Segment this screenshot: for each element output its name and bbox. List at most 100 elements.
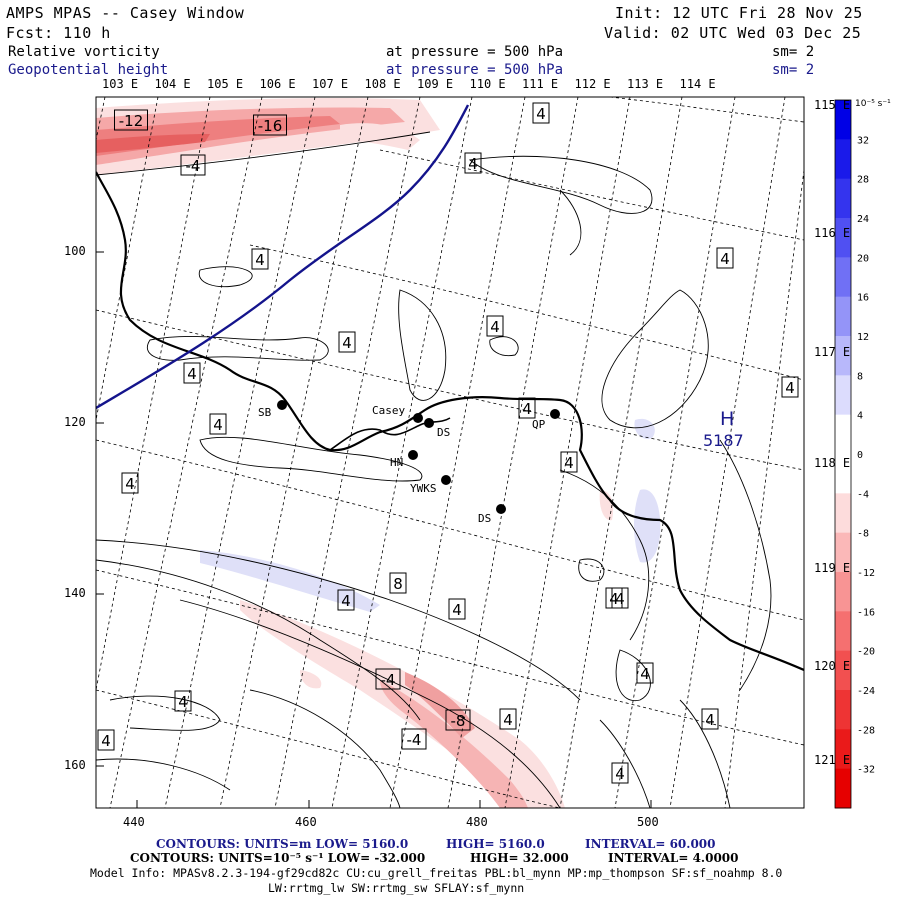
contour-label-box <box>448 598 466 620</box>
colorbar-cell <box>835 611 851 652</box>
colorbar-cell <box>835 650 851 691</box>
station-marker <box>277 400 287 410</box>
station-label: Casey <box>372 404 405 417</box>
vorticity-shading <box>96 97 661 808</box>
contour-label: 4 <box>564 454 574 472</box>
footer-model-info: Model Info: MPASv8.2.3-194-gf29cd82c CU:… <box>90 866 783 880</box>
station-label: SB <box>258 406 272 419</box>
contour-label-box <box>560 451 578 473</box>
colorbar-tick-label: 28 <box>857 175 869 186</box>
stations <box>277 400 560 514</box>
colorbar-cell <box>835 414 851 455</box>
contour-label: 4 <box>503 711 513 729</box>
colorbar-cell <box>835 139 851 180</box>
lon-label-right: 120 E <box>814 659 851 673</box>
sm1-label: sm= 2 <box>772 44 815 60</box>
footer-height-interval: INTERVAL= 60.000 <box>585 837 716 851</box>
colorbar-tick-label: 0 <box>857 450 863 461</box>
contour-label-box <box>180 154 206 176</box>
colorbar-unit: 10⁻⁵ s⁻¹ <box>855 99 891 109</box>
contour-label: -4 <box>186 157 201 175</box>
lon-label-top: 103 E <box>102 77 139 91</box>
contour-label-box <box>174 690 192 712</box>
colorbar-tick-label: -12 <box>857 568 875 579</box>
lon-label-top: 112 E <box>574 77 611 91</box>
contour-label: -12 <box>119 112 144 130</box>
footer-vort-contours: CONTOURS: UNITS=10⁻⁵ s⁻¹ LOW= -32.000 <box>130 851 426 865</box>
footer-height-high: HIGH= 5160.0 <box>446 837 545 851</box>
station-marker <box>550 409 560 419</box>
footer-model-info2: LW:rrtmg_lw SW:rrtmg_sw SFLAY:sf_mynn <box>268 881 525 895</box>
contour-label-box <box>209 413 227 435</box>
forecast-hour: Fcst: 110 h <box>6 24 111 42</box>
colorbar-tick-label: 24 <box>857 214 869 225</box>
contour-label: 4 <box>522 400 532 418</box>
colorbar-cell <box>835 178 851 219</box>
lon-label-top: 110 E <box>469 77 506 91</box>
contour-label-box <box>636 662 654 684</box>
contour-label: 4 <box>468 155 478 173</box>
height-contour-5160 <box>96 104 470 410</box>
contour-label-box <box>114 109 148 131</box>
contour-label: 4 <box>490 318 500 336</box>
y-tick-label: 100 <box>64 244 86 258</box>
station-label: HN <box>390 456 403 469</box>
high-pressure-letter: H <box>720 408 734 430</box>
contour-label: 4 <box>609 590 619 608</box>
station-marker <box>496 504 506 514</box>
station-marker <box>408 450 418 460</box>
contour-label: 4 <box>615 590 625 608</box>
colorbar-tick-label: -32 <box>857 765 875 776</box>
contour-label: 4 <box>705 711 715 729</box>
contour-label-box <box>518 397 536 419</box>
sm2-label: sm= 2 <box>772 62 815 78</box>
contour-label: 4 <box>720 250 730 268</box>
lon-label-top: 107 E <box>312 77 349 91</box>
colorbar-border <box>834 99 852 809</box>
colorbar-tick-label: 16 <box>857 293 869 304</box>
contour-label-box <box>97 729 115 751</box>
colorbar-cell <box>835 572 851 612</box>
colorbar-cell <box>835 375 851 416</box>
lon-label-top: 111 E <box>522 77 559 91</box>
contour-label-box <box>716 247 734 269</box>
x-tick-label: 500 <box>637 815 659 829</box>
contour-label: 4 <box>255 251 265 269</box>
station-labels: SB Casey DS HN YWKS DS QP <box>258 404 546 525</box>
field2-label: Geopotential height <box>8 62 169 78</box>
contour-label-box <box>605 587 623 609</box>
station-label: DS <box>437 426 450 439</box>
station-label: YWKS <box>410 482 437 495</box>
contour-label: -4 <box>407 731 422 749</box>
contour-label: -4 <box>381 671 396 689</box>
y-tick-label: 120 <box>64 415 86 429</box>
coastline-inlet <box>329 417 451 451</box>
footer-vort-interval: INTERVAL= 4.0000 <box>608 851 739 865</box>
colorbar-tick-label: -28 <box>857 725 875 736</box>
contour-label-box <box>781 376 799 398</box>
contour-label: 4 <box>785 379 795 397</box>
lon-label-top: 106 E <box>259 77 296 91</box>
lon-label-top: 105 E <box>207 77 244 91</box>
colorbar-cell <box>835 690 851 730</box>
lon-label-right: 118 E <box>814 456 851 470</box>
colorbar-cell <box>835 218 851 258</box>
contour-label-box <box>338 331 356 353</box>
pressure2-label: at pressure = 500 hPa <box>386 62 564 78</box>
contour-label: 4 <box>101 732 111 750</box>
lon-label-right: 116 E <box>814 226 851 240</box>
contour-label-box <box>499 708 517 730</box>
x-tick-label: 440 <box>123 815 145 829</box>
map-border <box>95 96 805 809</box>
y-tick-label: 140 <box>64 586 86 600</box>
lon-label-top: 108 E <box>364 77 401 91</box>
contour-label: 4 <box>178 693 188 711</box>
contour-label-box <box>251 248 269 270</box>
colorbar-tick-label: -20 <box>857 647 875 658</box>
init-time: Init: 12 UTC Fri 28 Nov 25 <box>615 4 863 22</box>
contour-label: 4 <box>213 416 223 434</box>
colorbar-tick-label: -4 <box>857 489 869 500</box>
colorbar-cell <box>835 257 851 298</box>
contour-label: -16 <box>258 117 283 135</box>
colorbar-cell <box>835 296 851 337</box>
